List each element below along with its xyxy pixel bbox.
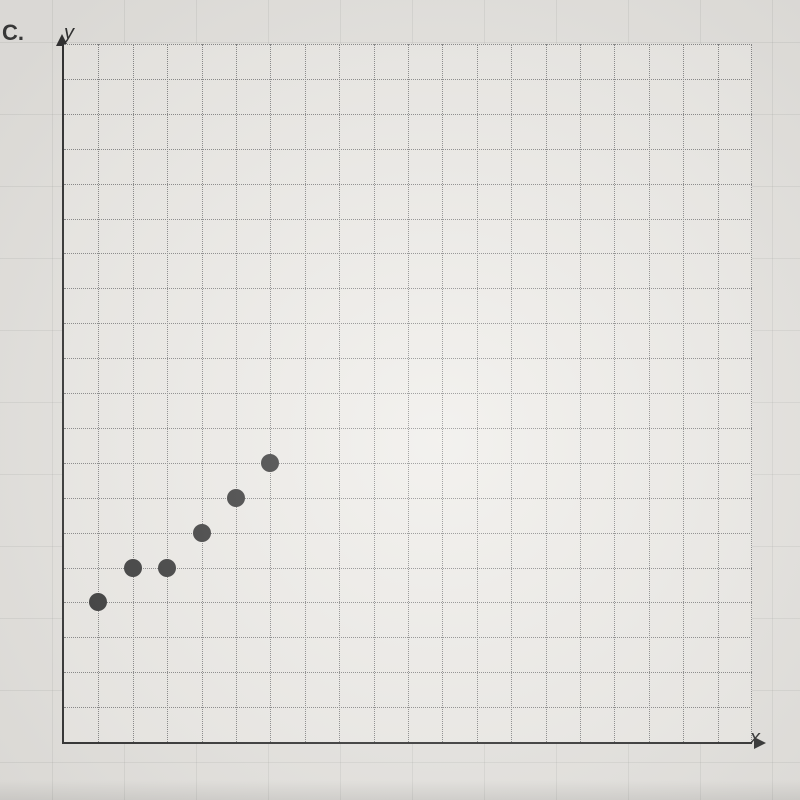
grid-line-horizontal [64,498,752,499]
grid-line-horizontal [64,358,752,359]
data-point [193,524,211,542]
data-point [124,559,142,577]
grid-line-horizontal [64,637,752,638]
scatter-chart: y x [48,20,768,760]
x-axis-label: x [750,727,760,750]
grid-line-horizontal [64,149,752,150]
grid-line-horizontal [64,463,752,464]
data-point [261,454,279,472]
grid-line-horizontal [64,672,752,673]
grid-line-horizontal [64,393,752,394]
page-bottom-shadow [0,780,800,800]
grid-line-horizontal [64,707,752,708]
grid-line-horizontal [64,428,752,429]
grid-line-horizontal [64,533,752,534]
problem-label: C. [2,20,24,46]
grid-line-horizontal [64,184,752,185]
data-point [158,559,176,577]
grid-line-horizontal [64,323,752,324]
grid-line-horizontal [64,253,752,254]
grid-line-horizontal [64,219,752,220]
grid-line-horizontal [64,114,752,115]
plot-area: x [62,44,752,744]
grid-line-horizontal [64,288,752,289]
data-point [227,489,245,507]
data-point [89,593,107,611]
grid-line-horizontal [64,79,752,80]
grid-line-horizontal [64,602,752,603]
y-axis-label: y [64,22,74,45]
